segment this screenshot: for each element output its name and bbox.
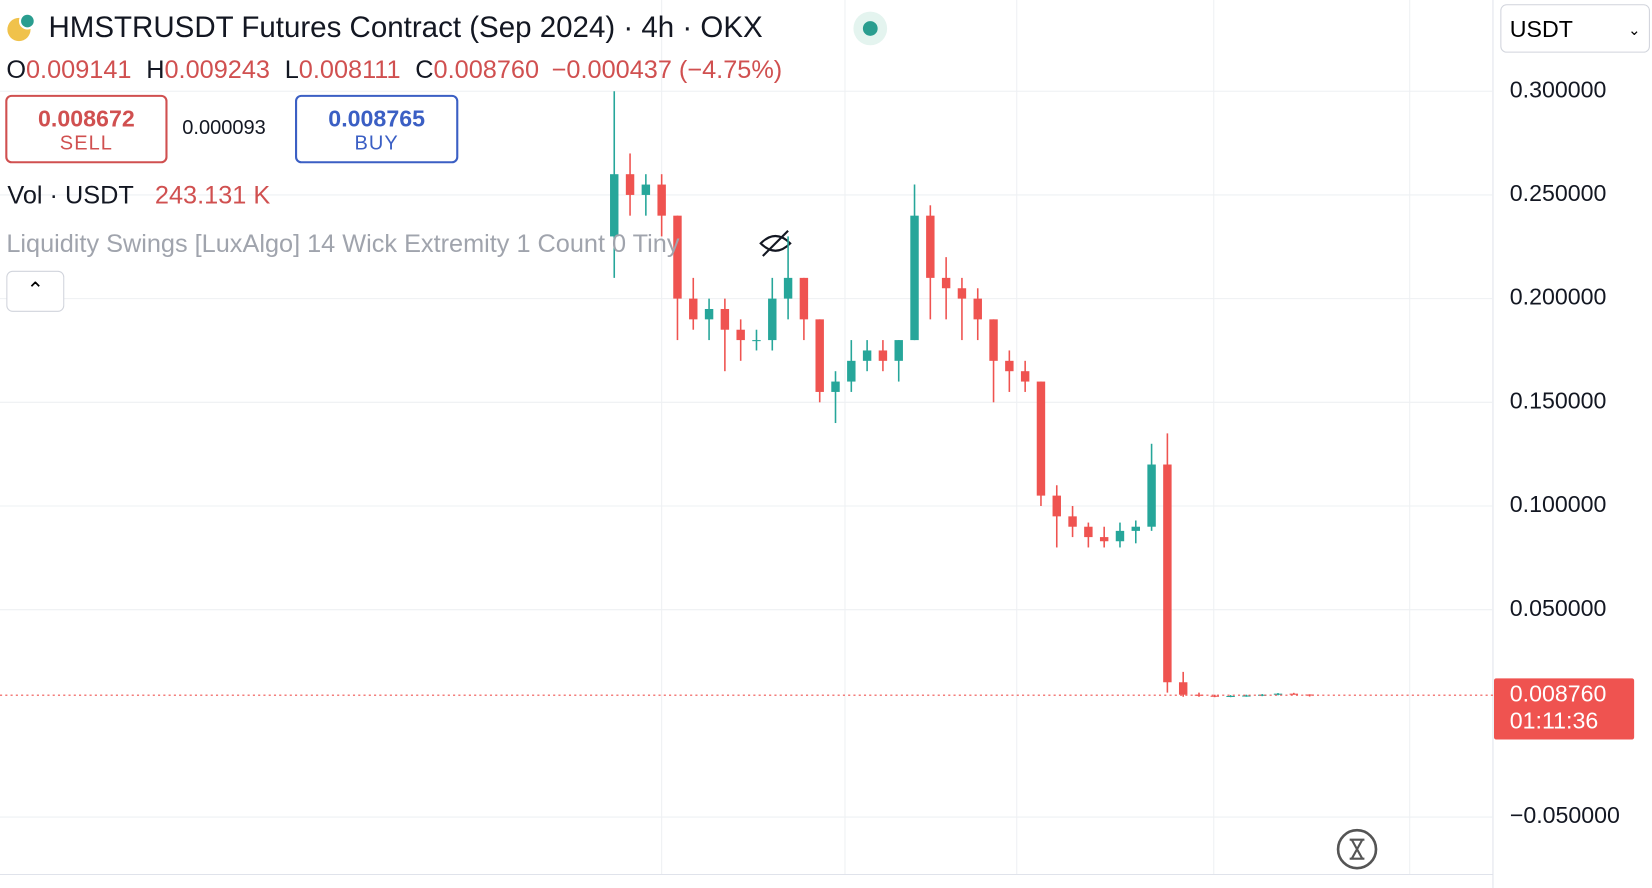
candle-body (768, 298, 777, 341)
ohlc-value: 0.008111 (298, 55, 401, 85)
y-tick-label: 0.150000 (1510, 387, 1607, 413)
candle-body (799, 277, 809, 320)
candle-body (673, 215, 682, 299)
candle-body (1020, 371, 1030, 382)
candle-body (625, 174, 635, 195)
sell-price: 0.008672 (38, 105, 135, 132)
y-tick-label: 0.200000 (1510, 284, 1607, 310)
status-dot (862, 21, 878, 36)
volume-value: 243.131 K (154, 181, 271, 210)
candle-body (957, 288, 967, 299)
candle-body (1305, 694, 1314, 696)
candle-body (1289, 693, 1299, 695)
chart-title: HMSTRUSDT Futures Contract (Sep 2024) · … (48, 10, 763, 44)
y-tick-label: −0.050000 (1510, 802, 1620, 828)
candle-body (704, 308, 714, 320)
candle-body (941, 277, 951, 289)
candle-body (1147, 464, 1156, 527)
volume-label: Vol · USDT (7, 181, 134, 210)
candle-body (862, 350, 872, 361)
candle-body (752, 340, 761, 342)
currency: USDT (1509, 15, 1573, 43)
candle-body (1163, 464, 1172, 683)
candle-body (815, 319, 824, 392)
exchange-icon (18, 12, 36, 30)
candle-body (641, 184, 651, 195)
buy-button[interactable]: 0.008765 BUY (295, 94, 459, 164)
candle-body (1257, 694, 1267, 696)
indicator-legend: Liquidity Swings [LuxAlgo] 14 Wick Extre… (6, 229, 680, 259)
countdown: 01:11:36 (1510, 708, 1598, 734)
candle-body (689, 298, 698, 320)
candle-body (657, 184, 666, 216)
candle-body (1084, 526, 1093, 538)
candle-body (973, 298, 982, 320)
candle-body (1131, 526, 1140, 531)
y-tick-label: 0.300000 (1510, 76, 1607, 102)
candle-body (610, 174, 619, 237)
candle-body (1099, 537, 1109, 542)
hourglass (1349, 838, 1365, 860)
y-tick-label: 0.100000 (1510, 491, 1607, 517)
candle-body (847, 360, 856, 382)
candle-body (1226, 695, 1235, 697)
last-price-tag (1494, 678, 1635, 740)
sell-label: SELL (59, 132, 113, 155)
candle-body (1273, 693, 1283, 695)
y-tick-label: 0.250000 (1510, 180, 1607, 206)
ohlc-value: 0.009141 (25, 55, 132, 85)
candle-body (1036, 381, 1046, 496)
candle-body (1068, 516, 1077, 527)
ohlc-value: 0.009243 (164, 55, 270, 85)
candle-body (1242, 695, 1251, 697)
sell-button[interactable]: 0.008672 SELL (5, 94, 168, 164)
collapse-button[interactable]: ⌃ (6, 270, 65, 312)
candle-body (910, 215, 919, 341)
candle-body (878, 350, 888, 361)
hide-icon[interactable] (759, 229, 792, 257)
ohlc-label: O (6, 55, 26, 85)
currency-select[interactable]: USDT ⌄ (1500, 4, 1650, 53)
candle-body (894, 340, 903, 361)
candle-body (1178, 682, 1188, 695)
volume-legend: Vol · USDT 243.131 K (7, 181, 270, 211)
ohlc-legend: O 0.009141 H 0.009243 L 0.008111 C 0.008760 … (6, 56, 782, 86)
spread: 0.000093 (182, 116, 266, 140)
time-grid (661, 0, 1411, 875)
change: −0.000437 (−4.75%) (551, 55, 783, 85)
ohlc-label: H (146, 55, 165, 85)
candle-body (989, 319, 998, 361)
candle-body (720, 308, 730, 330)
buy-label: BUY (354, 132, 399, 155)
last-price-label: 0.008760 (1510, 680, 1607, 706)
candle-body (783, 277, 793, 299)
candle-body (926, 215, 935, 278)
y-tick-label: 0.050000 (1510, 595, 1607, 621)
candle-body (1052, 495, 1061, 517)
ohlc-value: 0.008760 (433, 55, 540, 85)
candle-body (1005, 360, 1014, 372)
ohlc-label: L (284, 55, 299, 85)
ohlc-label: C (415, 55, 434, 85)
candle-body (736, 329, 745, 341)
candle-body (1115, 530, 1125, 542)
candle-body (1210, 695, 1220, 697)
candle-body (1194, 694, 1204, 696)
buy-price: 0.008765 (328, 105, 425, 132)
candle-body (831, 381, 840, 392)
